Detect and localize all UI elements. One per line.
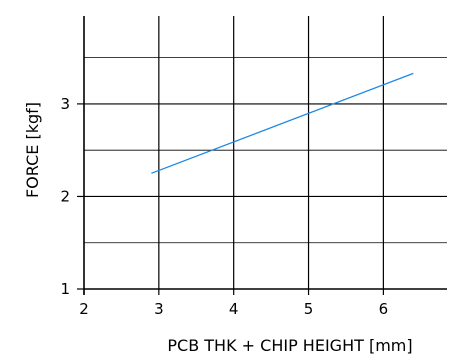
- axes: [77, 16, 447, 295]
- series-line: [151, 72, 414, 174]
- x-tick-labels: 2 3 4 5 6: [79, 300, 388, 318]
- x-tick-label: 6: [379, 300, 389, 318]
- y-tick-label: 3: [60, 95, 70, 113]
- x-tick-label: 5: [304, 300, 314, 318]
- x-axis-title: PCB THK + CHIP HEIGHT [mm]: [167, 336, 412, 355]
- y-axis-title: FORCE [kgf]: [23, 102, 42, 198]
- x-tick-label: 3: [154, 300, 164, 318]
- x-tick-label: 2: [79, 300, 89, 318]
- y-tick-label: 1: [60, 280, 70, 298]
- series-layer: [151, 72, 414, 174]
- y-tick-label: 2: [60, 187, 70, 205]
- x-tick-label: 4: [229, 300, 239, 318]
- y-tick-labels: 1 2 3: [60, 95, 70, 298]
- gridlines: [84, 16, 447, 289]
